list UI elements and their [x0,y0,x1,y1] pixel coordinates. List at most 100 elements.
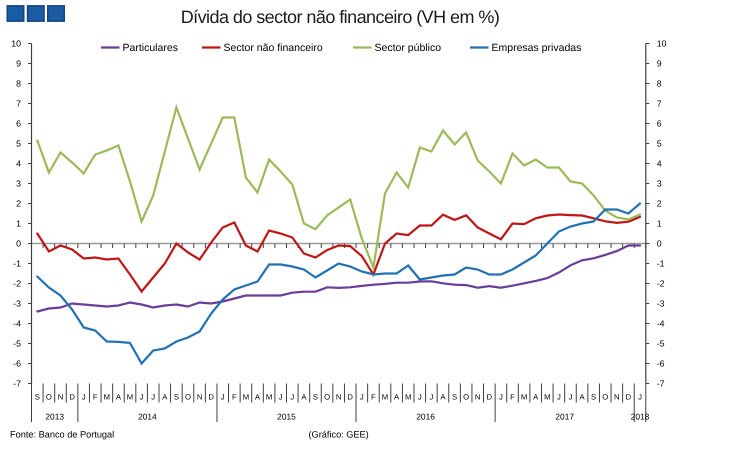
svg-text:O: O [185,392,191,401]
svg-text:N: N [475,392,481,401]
svg-text:A: A [580,392,586,401]
svg-text:0: 0 [16,238,21,248]
svg-text:J: J [151,392,155,401]
svg-text:N: N [336,392,342,401]
svg-text:-1: -1 [657,258,665,268]
svg-text:2017: 2017 [555,411,574,421]
svg-text:D: D [69,392,75,401]
svg-text:3: 3 [657,178,662,188]
svg-text:J: J [221,392,225,401]
svg-text:-3: -3 [657,298,665,308]
svg-text:2015: 2015 [277,411,296,421]
svg-text:10: 10 [11,38,21,48]
svg-text:J: J [638,392,642,401]
svg-text:6: 6 [16,118,21,128]
svg-text:O: O [463,392,469,401]
svg-text:Particulares: Particulares [123,42,178,54]
svg-text:J: J [290,392,294,401]
svg-text:Sector público: Sector público [375,42,442,54]
svg-text:D: D [347,392,353,401]
svg-text:O: O [46,392,52,401]
svg-text:F: F [232,392,237,401]
svg-text:J: J [140,392,144,401]
svg-text:F: F [510,392,515,401]
svg-text:(Gráfico: GEE): (Gráfico: GEE) [309,430,369,440]
svg-text:10: 10 [657,38,667,48]
svg-text:2: 2 [657,198,662,208]
svg-text:F: F [93,392,98,401]
svg-text:M: M [521,392,527,401]
svg-text:M: M [266,392,272,401]
svg-text:2014: 2014 [138,411,157,421]
svg-text:J: J [418,392,422,401]
svg-text:J: J [360,392,364,401]
svg-text:J: J [557,392,561,401]
svg-text:-5: -5 [13,338,21,348]
svg-text:1: 1 [16,218,21,228]
svg-text:4: 4 [657,158,662,168]
svg-text:M: M [405,392,411,401]
svg-text:9: 9 [657,58,662,68]
svg-text:S: S [452,392,457,401]
svg-text:J: J [499,392,503,401]
svg-text:S: S [35,392,40,401]
svg-text:A: A [440,392,446,401]
svg-text:O: O [602,392,608,401]
svg-text:J: J [569,392,573,401]
svg-text:M: M [243,392,249,401]
svg-text:A: A [394,392,400,401]
svg-text:2013: 2013 [45,411,64,421]
svg-text:A: A [301,392,307,401]
svg-text:D: D [626,392,632,401]
svg-text:5: 5 [657,138,662,148]
svg-text:8: 8 [657,78,662,88]
svg-text:A: A [255,392,261,401]
svg-text:4: 4 [16,158,21,168]
svg-text:3: 3 [16,178,21,188]
svg-text:J: J [429,392,433,401]
svg-text:S: S [313,392,318,401]
svg-text:N: N [614,392,620,401]
svg-text:-4: -4 [13,318,21,328]
svg-text:F: F [371,392,376,401]
svg-text:A: A [162,392,168,401]
svg-text:Fonte: Banco de Portugal: Fonte: Banco de Portugal [10,430,114,440]
svg-text:7: 7 [657,98,662,108]
svg-text:M: M [104,392,110,401]
svg-text:M: M [544,392,550,401]
svg-text:D: D [487,392,493,401]
svg-text:S: S [591,392,596,401]
svg-text:8: 8 [16,78,21,88]
svg-text:2018: 2018 [631,411,650,421]
svg-text:7: 7 [16,98,21,108]
svg-text:Sector não financeiro: Sector não financeiro [224,42,323,54]
svg-text:Dívida do sector não financeir: Dívida do sector não financeiro (VH em %… [181,7,500,27]
svg-text:-1: -1 [13,258,21,268]
svg-text:J: J [279,392,283,401]
svg-text:-6: -6 [657,358,665,368]
svg-text:D: D [208,392,214,401]
svg-text:2: 2 [16,198,21,208]
svg-text:Empresas privadas: Empresas privadas [492,42,582,54]
svg-text:2016: 2016 [416,411,435,421]
svg-text:M: M [127,392,133,401]
svg-text:-2: -2 [13,278,21,288]
svg-text:A: A [533,392,539,401]
svg-text:-4: -4 [657,318,665,328]
svg-text:-3: -3 [13,298,21,308]
svg-text:-7: -7 [13,378,21,388]
svg-text:J: J [82,392,86,401]
svg-text:N: N [197,392,203,401]
svg-text:N: N [58,392,64,401]
svg-text:-6: -6 [13,358,21,368]
svg-text:6: 6 [657,118,662,128]
svg-text:S: S [174,392,179,401]
svg-text:-2: -2 [657,278,665,288]
svg-text:-5: -5 [657,338,665,348]
svg-text:-7: -7 [657,378,665,388]
svg-text:5: 5 [16,138,21,148]
svg-text:O: O [324,392,330,401]
svg-text:M: M [382,392,388,401]
svg-text:1: 1 [657,218,662,228]
svg-text:9: 9 [16,58,21,68]
